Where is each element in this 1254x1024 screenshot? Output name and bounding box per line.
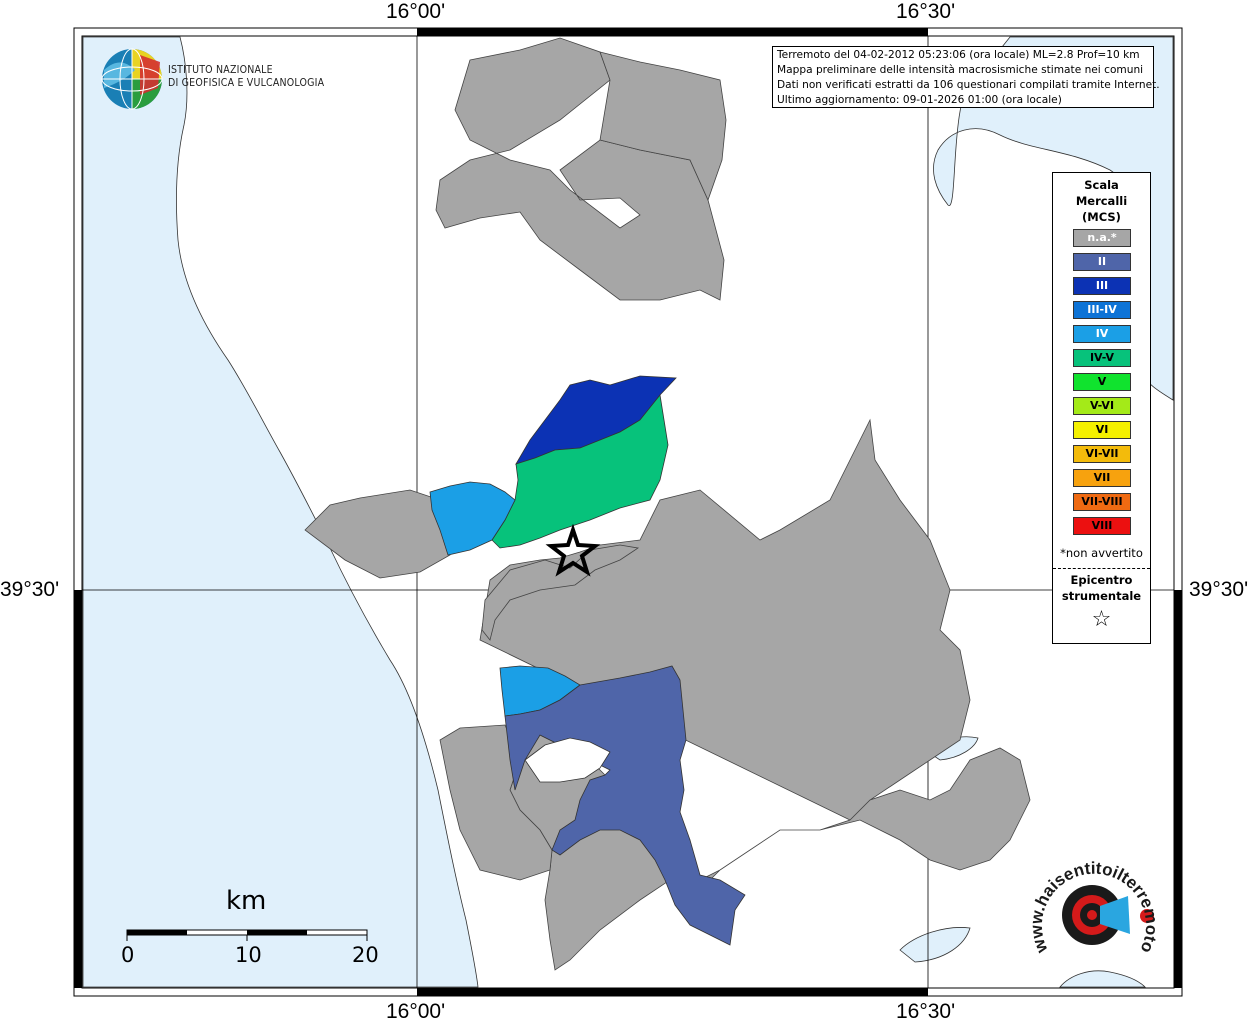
sea-east-south [1059,970,1146,988]
institute-name-line2: DI GEOFISICA E VULCANOLOGIA [168,77,325,89]
target-megaphone-icon [1062,885,1154,945]
scale-bar-tick-10: 10 [235,943,262,967]
legend-item: VII [1073,469,1131,487]
lake-2 [899,927,971,963]
institute-name: ISTITUTO NAZIONALE DI GEOFISICA E VULCAN… [168,64,324,90]
legend-title: Scala Mercalli (MCS) [1053,177,1150,225]
municipality-north-east [599,51,727,202]
municipality-intensity-iv-north [429,481,516,556]
legend-item: n.a.* [1073,229,1131,247]
legend-item: III [1073,277,1131,295]
legend-epicenter-line2: strumentale [1061,589,1142,603]
sea-west [82,36,479,988]
municipality-white-hole [524,737,611,783]
legend-epicenter-line1: Epicentro [1070,573,1133,587]
lat-label-right: 39°30' [1189,578,1249,601]
mcs-legend: Scala Mercalli (MCS) n.a.* II III III-IV IV I… [1052,172,1151,644]
municipality-small-central [481,544,640,641]
lon-label-top-right: 16°30' [896,0,956,23]
info-line-event: Terremoto del 04-02-2012 05:23:06 (ora l… [777,49,1140,61]
scale-bar-tick-0: 0 [121,943,135,967]
legend-item: V [1073,373,1131,391]
scale-bar-tick-20: 20 [352,943,379,967]
legend-item: IV-V [1073,349,1131,367]
ingv-globe-logo [101,48,163,110]
legend-title-line2: Mercalli [1075,194,1128,208]
lat-label-left: 39°30' [0,578,60,601]
legend-item: III-IV [1073,301,1131,319]
legend-item: VI [1073,421,1131,439]
legend-separator [1053,568,1150,569]
info-line-updated: Ultimo aggiornamento: 09-01-2026 01:00 (… [777,94,1062,106]
lon-label-bottom-left: 16°00' [386,1000,446,1023]
legend-epicenter-label: Epicentro strumentale [1053,572,1150,604]
legend-item: VIII [1073,517,1131,535]
legend-title-line1: Scala [1084,178,1119,192]
lon-label-top-left: 16°00' [386,0,446,23]
earthquake-info-box: Terremoto del 04-02-2012 05:23:06 (ora l… [772,46,1160,108]
legend-item: VII-VIII [1073,493,1131,511]
municipality-intensity-ii [504,665,746,946]
institute-name-line1: ISTITUTO NAZIONALE [168,64,273,76]
scale-bar-unit: km [226,886,267,916]
legend-item: II [1073,253,1131,271]
legend-item: V-VI [1073,397,1131,415]
info-line-source: Dati non verificati estratti da 106 ques… [777,79,1160,91]
epicenter-star-icon [545,523,601,577]
municipality-north-west [435,37,725,301]
scale-bar [126,929,368,941]
municipalities-not-available [304,37,1031,971]
star-outline-icon: ☆ [1091,607,1112,632]
legend-title-line3: (MCS) [1082,210,1121,224]
lon-label-bottom-right: 16°30' [896,1000,956,1023]
info-line-description: Mappa preliminare delle intensità macros… [777,64,1144,76]
legend-note: *non avvertito [1060,546,1143,560]
legend-item: VI-VII [1073,445,1131,463]
legend-item: IV [1073,325,1131,343]
